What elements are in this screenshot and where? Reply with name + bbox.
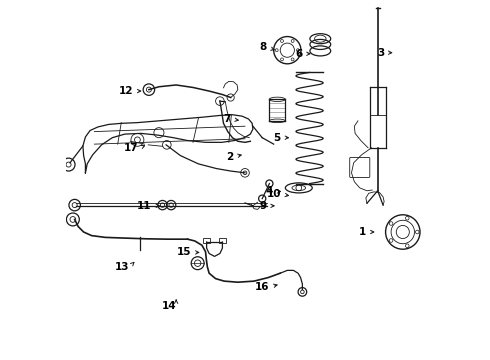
Text: 4: 4	[266, 186, 273, 197]
Text: 17: 17	[123, 143, 138, 153]
Text: 10: 10	[267, 189, 281, 199]
Text: 6: 6	[295, 49, 302, 59]
Text: 3: 3	[377, 48, 384, 58]
Text: 15: 15	[177, 247, 191, 257]
Text: 12: 12	[119, 86, 133, 96]
Text: 16: 16	[255, 282, 270, 292]
Text: 5: 5	[273, 133, 281, 143]
Text: 13: 13	[115, 262, 129, 272]
Text: 7: 7	[223, 114, 231, 124]
Text: 9: 9	[259, 201, 267, 211]
Text: 8: 8	[259, 42, 267, 52]
Text: 1: 1	[359, 227, 366, 237]
Text: 2: 2	[226, 152, 234, 162]
Text: 14: 14	[162, 301, 176, 311]
Text: 11: 11	[137, 201, 152, 211]
